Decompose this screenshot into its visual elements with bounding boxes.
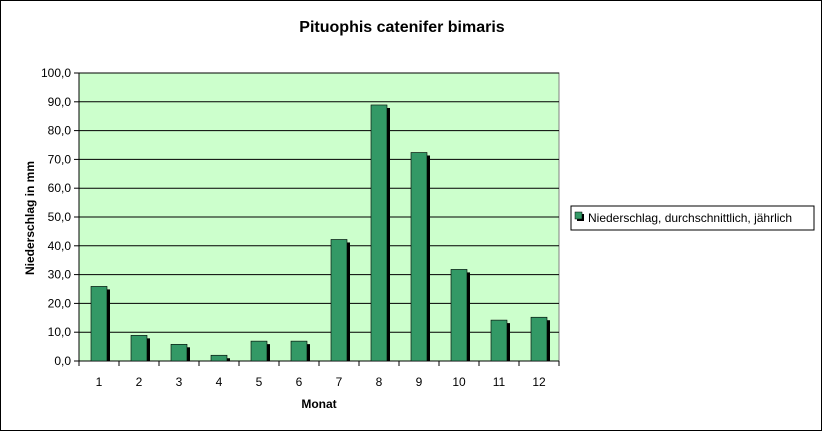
y-tick-label: 60,0 — [48, 181, 72, 195]
y-tick-label: 40,0 — [48, 239, 72, 253]
x-tick-label: 10 — [452, 375, 466, 389]
x-tick-label: 8 — [376, 375, 383, 389]
x-tick-label: 5 — [256, 375, 263, 389]
x-axis-title: Monat — [301, 397, 336, 411]
legend: Niederschlag, durchschnittlich, jährlich — [570, 205, 815, 231]
bar — [130, 335, 148, 362]
bar — [410, 152, 428, 362]
y-tick-label: 80,0 — [48, 124, 72, 138]
bar — [370, 104, 388, 362]
bar — [170, 343, 188, 362]
bar — [90, 286, 108, 362]
bar — [490, 319, 508, 362]
x-tick-label: 3 — [176, 375, 183, 389]
bar — [530, 316, 548, 362]
x-axis-ticks: 1 2 3 4 5 6 7 8 9 10 11 12 — [78, 361, 560, 389]
x-tick-label: 7 — [336, 375, 343, 389]
bar — [210, 354, 228, 362]
x-tick-label: 12 — [532, 375, 546, 389]
y-tick-label: 10,0 — [48, 325, 72, 339]
y-tick-label: 0,0 — [54, 354, 71, 368]
x-tick-label: 1 — [96, 375, 103, 389]
y-tick-label: 70,0 — [48, 152, 72, 166]
x-tick-label: 2 — [136, 375, 143, 389]
y-tick-label: 90,0 — [48, 95, 72, 109]
y-tick-label: 30,0 — [48, 268, 72, 282]
bar — [450, 269, 468, 362]
legend-swatch — [574, 211, 583, 220]
chart-title: Pituophis catenifer bimaris — [299, 19, 504, 36]
y-axis-ticks: 0,0 10,0 20,0 30,0 40,0 50,0 60,0 70,0 80,0 90,0 1… — [41, 66, 559, 368]
x-tick-label: 6 — [296, 375, 303, 389]
bar-layer — [90, 104, 550, 362]
bar — [330, 239, 348, 362]
y-tick-label: 100,0 — [41, 66, 71, 80]
y-tick-label: 20,0 — [48, 296, 72, 310]
legend-box — [570, 205, 815, 231]
bar — [290, 340, 308, 362]
y-axis-title: Niederschlag in mm — [23, 161, 37, 275]
x-tick-label: 9 — [416, 375, 423, 389]
x-tick-label: 11 — [493, 375, 506, 389]
x-tick-label: 4 — [216, 375, 223, 389]
legend-series-label: Niederschlag, durchschnittlich, jährlich — [588, 211, 792, 225]
bar — [250, 340, 268, 362]
y-tick-label: 50,0 — [48, 210, 72, 224]
